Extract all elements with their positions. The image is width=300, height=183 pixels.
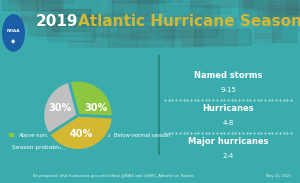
Bar (286, 0, 300, 14)
Bar (171, 17, 223, 50)
Bar (157, 23, 173, 31)
Bar (38, 15, 99, 26)
Text: Atlantic Hurricane Season Outlook: Atlantic Hurricane Season Outlook (78, 14, 300, 29)
Text: 4-8: 4-8 (222, 120, 234, 126)
Text: 2-4: 2-4 (222, 153, 234, 159)
Text: 30%: 30% (85, 102, 108, 113)
Text: 40%: 40% (70, 129, 93, 139)
Text: Hurricanes: Hurricanes (202, 104, 254, 113)
Bar (12, 16, 68, 23)
Bar (94, 15, 164, 27)
Bar (128, 0, 201, 2)
Legend: Above-normal, Near-normal, Below-normal season: Above-normal, Near-normal, Below-normal … (9, 132, 171, 139)
Text: ◆: ◆ (11, 39, 16, 44)
Bar (270, 5, 300, 20)
Wedge shape (49, 115, 113, 150)
Bar (21, 0, 38, 20)
Text: Be prepared: Visit hurricanes.gov and follow @NWS and @NHC_Atlantic on Twitter.: Be prepared: Visit hurricanes.gov and fo… (33, 174, 195, 178)
Bar (98, 0, 152, 14)
Bar (190, 0, 211, 25)
Text: 2019: 2019 (36, 14, 79, 29)
Bar (242, 0, 276, 6)
Text: 30%: 30% (49, 102, 72, 113)
Bar (42, 0, 62, 11)
Bar (109, 0, 182, 1)
Bar (93, 14, 152, 37)
Bar (155, 24, 218, 37)
Bar (190, 0, 253, 7)
Bar (85, 34, 137, 53)
Bar (36, 22, 107, 36)
Bar (239, 0, 297, 19)
Bar (245, 0, 261, 8)
Circle shape (3, 15, 24, 51)
Text: Major hurricanes: Major hurricanes (188, 137, 268, 146)
Bar (263, 0, 300, 14)
Bar (182, 14, 201, 46)
Bar (202, 0, 231, 13)
Bar (113, 43, 162, 50)
Bar (268, 1, 300, 20)
Bar (266, 4, 300, 12)
Text: 9-15: 9-15 (220, 87, 236, 93)
Bar (10, 0, 41, 5)
Bar (28, 23, 59, 35)
Bar (256, 8, 300, 16)
Bar (194, 29, 250, 45)
Bar (250, 33, 276, 43)
Bar (36, 0, 97, 16)
Bar (52, 9, 91, 31)
Bar (137, 0, 164, 12)
Bar (182, 31, 203, 54)
Bar (2, 0, 59, 10)
Bar (58, 9, 90, 15)
Bar (69, 41, 101, 51)
Text: NOAA: NOAA (7, 29, 20, 33)
Bar (8, 0, 73, 2)
Wedge shape (69, 80, 113, 117)
Bar (107, 5, 123, 13)
Bar (255, 17, 280, 38)
Bar (0, 48, 300, 55)
Bar (86, 16, 103, 23)
Bar (47, 16, 95, 41)
Bar (92, 32, 147, 50)
Wedge shape (43, 81, 78, 135)
Text: May 23, 2019: May 23, 2019 (266, 174, 291, 178)
Bar (164, 18, 237, 45)
Bar (17, 0, 68, 7)
Bar (243, 0, 300, 10)
Text: Named storms: Named storms (194, 71, 262, 80)
Bar (245, 12, 292, 24)
Bar (16, 3, 63, 26)
Bar (102, 19, 173, 49)
Bar (112, 0, 171, 3)
Bar (117, 25, 181, 40)
Bar (179, 0, 200, 4)
Bar (130, 30, 181, 39)
Bar (112, 0, 158, 20)
Bar (165, 5, 219, 17)
Bar (282, 0, 300, 3)
Bar (107, 26, 174, 48)
Text: Season probability: Season probability (12, 145, 67, 150)
Bar (272, 23, 296, 42)
